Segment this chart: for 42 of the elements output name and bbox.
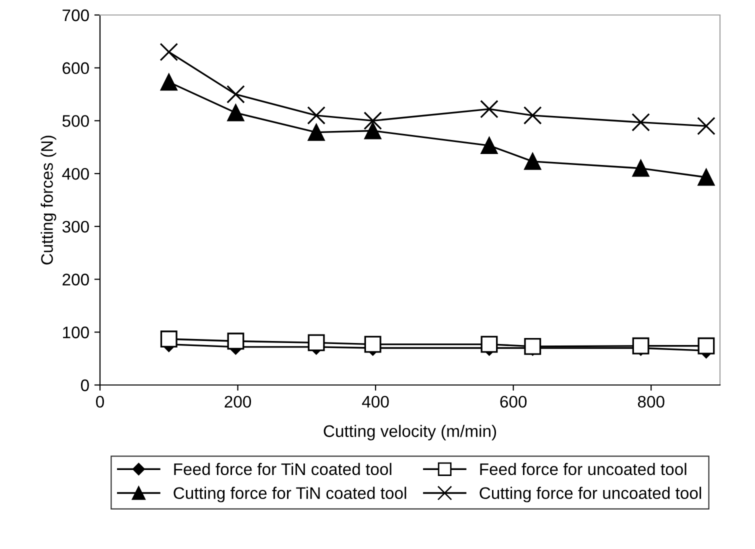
legend-label: Cutting force for TiN coated tool: [174, 486, 406, 502]
point: [480, 100, 498, 118]
x-tick-label: 800: [638, 396, 664, 408]
point: [226, 85, 245, 104]
y-tick-label: 400: [62, 168, 89, 180]
point: [364, 336, 382, 353]
legend-label: Feed force for TiN coated tool: [174, 462, 392, 476]
point: [632, 160, 650, 177]
x-tick-label: 200: [224, 396, 252, 408]
y-tick-label: 100: [63, 326, 89, 338]
x-tick-label: 400: [362, 396, 389, 408]
point: [227, 104, 244, 122]
y-tick-label: 0: [80, 379, 89, 392]
legend-label: Feed force for uncoated tool: [480, 462, 686, 476]
y-tick-label: 600: [62, 62, 89, 74]
point: [364, 122, 382, 140]
point: [308, 334, 325, 352]
x-tick-label: 0: [96, 396, 104, 408]
point: [523, 106, 542, 125]
y-tick-label: 300: [62, 220, 89, 233]
point: [480, 137, 498, 154]
point: [160, 74, 178, 91]
x-tick-label: 600: [500, 396, 527, 408]
point: [632, 113, 650, 132]
point: [160, 330, 178, 348]
point: [698, 337, 715, 354]
point: [160, 42, 178, 62]
point: [227, 332, 244, 350]
legend-label: Cutting force for uncoated tool: [480, 486, 702, 502]
point: [524, 152, 542, 170]
point: [307, 106, 326, 125]
y-tick-label: 200: [62, 274, 89, 286]
point: [697, 116, 716, 136]
point: [698, 168, 715, 186]
y-axis-title: Cutting forces (N): [40, 136, 56, 264]
y-tick-label: 500: [62, 115, 89, 127]
point: [480, 336, 498, 353]
point: [632, 337, 650, 354]
point: [364, 112, 382, 130]
x-axis-title: Cutting velocity (m/min): [324, 424, 496, 440]
point: [308, 124, 325, 141]
y-tick-label: 700: [62, 9, 89, 22]
